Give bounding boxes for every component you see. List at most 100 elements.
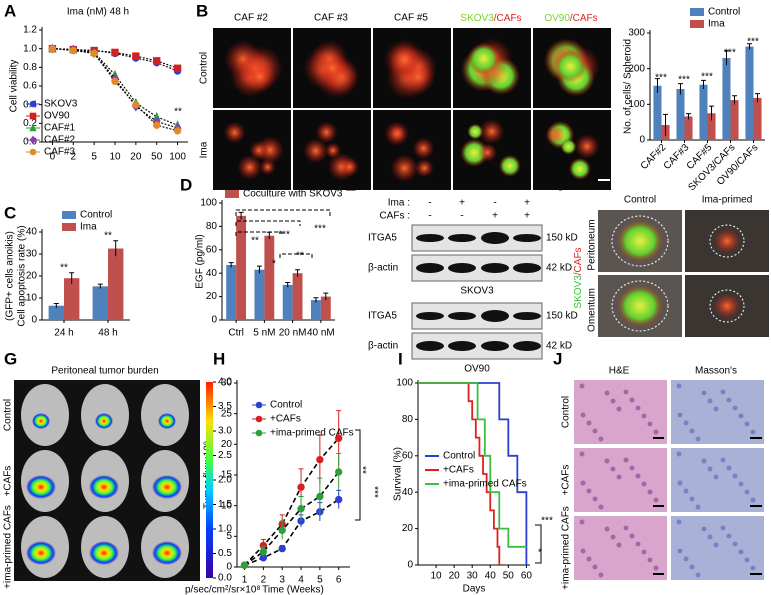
x-tick-label: 10 bbox=[109, 152, 121, 163]
survival-curve bbox=[418, 382, 528, 565]
legend-swatch bbox=[690, 8, 704, 16]
spheroid bbox=[574, 133, 600, 159]
spheroid bbox=[315, 121, 338, 144]
outline bbox=[611, 280, 669, 332]
legend-label: CAF#3 bbox=[44, 147, 76, 158]
x-tick-label: 5 bbox=[317, 575, 323, 586]
y-tick-label: 20 bbox=[26, 271, 38, 282]
band bbox=[416, 312, 444, 320]
outline bbox=[709, 289, 745, 323]
panel-letter: I bbox=[398, 349, 403, 368]
error-bar bbox=[238, 211, 244, 220]
signal bbox=[26, 541, 56, 565]
panel-letter: B bbox=[196, 1, 208, 20]
error-bar bbox=[732, 95, 738, 105]
y-tick-label: 0 bbox=[226, 562, 232, 573]
marker bbox=[29, 135, 37, 145]
band bbox=[481, 341, 509, 351]
texture bbox=[689, 564, 695, 570]
colorbar-label: 0.0 bbox=[218, 573, 232, 584]
error-bar bbox=[53, 303, 59, 308]
stain-label: SKOV3/CAFs bbox=[573, 247, 584, 308]
x-tick-label: 48 h bbox=[98, 328, 117, 339]
texture bbox=[623, 525, 629, 531]
colorbar-label: 1.5 bbox=[218, 499, 232, 510]
texture bbox=[610, 398, 616, 404]
spheroid bbox=[249, 140, 269, 160]
y-tick-label: 30 bbox=[221, 378, 233, 389]
bar bbox=[282, 284, 293, 320]
texture bbox=[707, 534, 713, 540]
survival-curve bbox=[418, 382, 501, 565]
size-label: 42 kD bbox=[546, 341, 572, 352]
spheroid bbox=[389, 125, 406, 142]
outline bbox=[709, 224, 745, 258]
texture bbox=[676, 451, 682, 457]
texture bbox=[616, 406, 622, 412]
bar bbox=[722, 57, 731, 140]
x-tick-label: 4 bbox=[298, 575, 304, 586]
texture bbox=[604, 458, 610, 464]
signal bbox=[152, 475, 182, 499]
texture bbox=[732, 541, 738, 547]
error-bar bbox=[313, 297, 319, 303]
marker bbox=[29, 112, 37, 120]
size-label: 42 kD bbox=[546, 263, 572, 274]
spheroid bbox=[223, 121, 246, 144]
treatment-sign: - bbox=[428, 198, 431, 209]
marker bbox=[132, 52, 140, 60]
y-axis-label: EGF (pg/ml) bbox=[195, 234, 206, 288]
texture bbox=[653, 565, 659, 571]
significance: *** bbox=[655, 73, 667, 84]
marker bbox=[29, 100, 37, 108]
x-tick-label: Ctrl bbox=[228, 328, 244, 339]
image-row-label: Omentum bbox=[587, 288, 598, 332]
bar bbox=[684, 116, 693, 140]
y-tick-label: 40 bbox=[26, 227, 38, 238]
legend-label: Ima bbox=[80, 222, 97, 233]
marker bbox=[278, 526, 286, 534]
label-part: SKOV3 bbox=[573, 275, 584, 309]
band bbox=[481, 263, 509, 273]
texture bbox=[579, 519, 585, 525]
protein-label: ITGA5 bbox=[368, 233, 397, 244]
panel-letter: A bbox=[4, 1, 16, 20]
legend-swatch bbox=[225, 190, 239, 198]
significance: ** bbox=[356, 466, 367, 474]
image-row-label: Ima bbox=[199, 141, 210, 158]
significance: *** bbox=[541, 516, 553, 527]
spheroid bbox=[390, 154, 419, 183]
legend-label: Control bbox=[708, 7, 740, 18]
micrograph bbox=[574, 380, 667, 444]
significance: *** bbox=[314, 224, 326, 235]
bar bbox=[264, 235, 275, 320]
signal bbox=[32, 413, 50, 429]
texture bbox=[689, 496, 695, 502]
error-bar bbox=[686, 113, 692, 120]
texture bbox=[647, 489, 653, 495]
signal bbox=[89, 541, 119, 565]
texture bbox=[750, 497, 756, 503]
texture bbox=[695, 504, 701, 510]
spheroid bbox=[243, 60, 276, 93]
significance: *** bbox=[747, 37, 759, 48]
texture bbox=[683, 556, 689, 562]
protein-label: ITGA5 bbox=[368, 311, 397, 322]
error-bar bbox=[700, 79, 706, 89]
signal bbox=[152, 541, 182, 565]
texture bbox=[683, 488, 689, 494]
legend-label: +CAFs bbox=[270, 414, 301, 425]
y-tick-label: 40 bbox=[206, 268, 218, 279]
texture bbox=[586, 488, 592, 494]
spheroid bbox=[414, 158, 434, 178]
y-tick-label: 0.8 bbox=[23, 62, 37, 73]
y-tick-label: 20 bbox=[221, 439, 233, 450]
band bbox=[513, 234, 541, 242]
marker bbox=[173, 127, 182, 135]
texture bbox=[623, 457, 629, 463]
y-tick-label: 30 bbox=[26, 249, 38, 260]
bracket bbox=[235, 220, 301, 226]
band bbox=[513, 341, 541, 351]
cell-line-label: SKOV3 bbox=[460, 286, 494, 297]
texture bbox=[677, 548, 683, 554]
